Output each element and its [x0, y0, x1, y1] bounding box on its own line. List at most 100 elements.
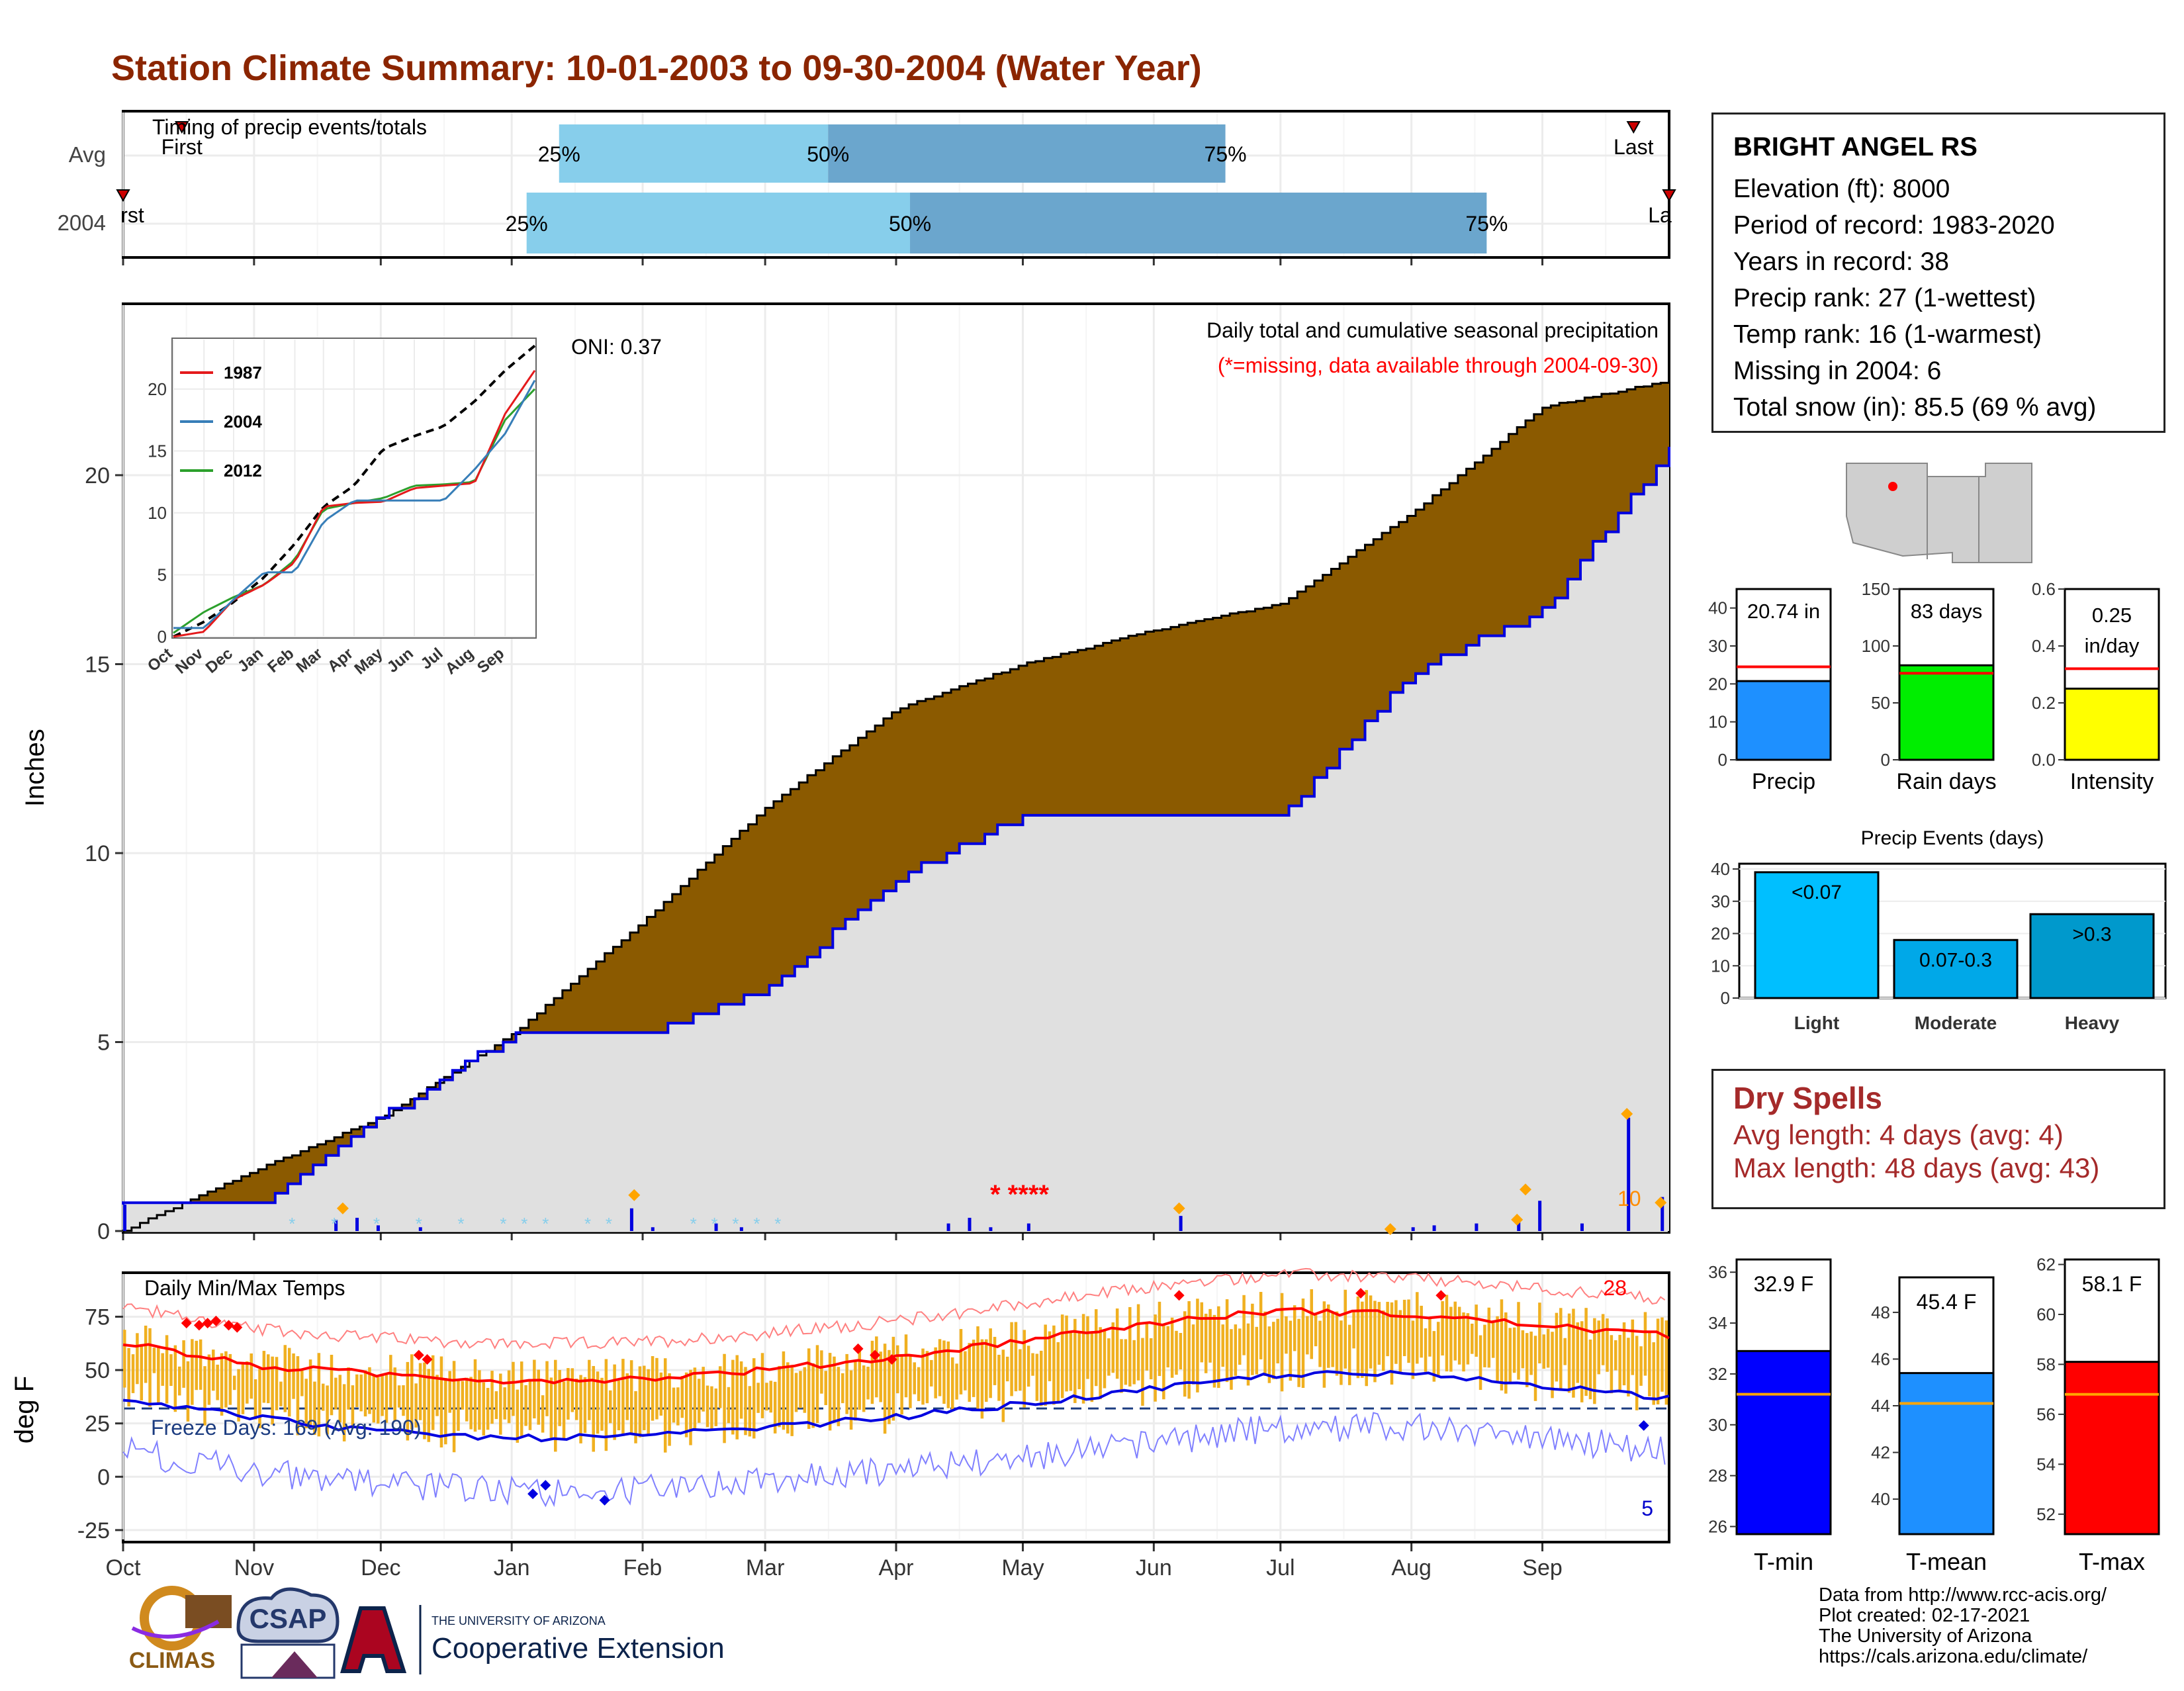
daily-temp-bar	[1314, 1314, 1318, 1347]
daily-temp-bar	[1340, 1320, 1343, 1385]
daily-temp-bar	[292, 1353, 295, 1399]
min-count-label: 5	[1641, 1496, 1653, 1520]
daily-temp-bar	[414, 1383, 418, 1428]
record-high-marker	[232, 1322, 243, 1333]
precip-panel: * * * * * * * * * * * * * * * Inches 0 5 10 15 20 ONI: 0.3…	[21, 302, 1670, 1244]
daily-temp-bar	[739, 1361, 743, 1419]
snow-day-marker: *	[774, 1214, 781, 1234]
daily-temp-bar	[397, 1385, 401, 1408]
record-high-marker	[181, 1318, 192, 1329]
record-low-marker	[527, 1488, 539, 1500]
daily-temp-bar	[723, 1353, 726, 1443]
station-missing: Missing in 2004: 6	[1733, 357, 1942, 385]
year-cumulative-line	[122, 447, 1670, 1205]
daily-temp-bar	[891, 1336, 895, 1421]
daily-temp-bar	[549, 1377, 553, 1438]
snow-day-marker: *	[331, 1214, 338, 1234]
daily-temp-bar	[347, 1367, 350, 1410]
daily-temp-bar	[592, 1365, 595, 1452]
temp-bar-tick-label: 54	[2036, 1454, 2056, 1474]
daily-temp-bar	[1040, 1350, 1043, 1406]
daily-temp-bar	[376, 1377, 380, 1424]
daily-temp-bar	[296, 1356, 300, 1436]
temp-bar-tick-label: 56	[2036, 1404, 2056, 1424]
daily-precip-bar	[989, 1227, 993, 1231]
temp-bar-tick-label: 52	[2036, 1504, 2056, 1524]
daily-temp-bar	[1306, 1316, 1309, 1355]
inset-y-tick-label: 10	[148, 503, 167, 523]
daily-temp-bar	[583, 1377, 587, 1434]
daily-temp-bar	[1310, 1289, 1313, 1359]
daily-temp-bar	[655, 1357, 659, 1420]
dry-spells-box: Dry Spells Avg length: 4 days (avg: 4) M…	[1711, 1069, 2165, 1209]
daily-temp-bar	[1356, 1296, 1360, 1379]
daily-temp-bar	[490, 1371, 494, 1424]
daily-temp-bar	[1402, 1299, 1406, 1357]
daily-temp-bar	[1567, 1313, 1571, 1393]
daily-temp-bar	[385, 1375, 388, 1423]
mini-bar-tick-label: 0	[1881, 750, 1890, 770]
snow-marker	[1655, 1197, 1667, 1209]
daily-temp-bar	[663, 1358, 667, 1453]
daily-temp-bar	[1069, 1332, 1073, 1391]
timing-bar-q1	[526, 193, 911, 253]
station-elevation: Elevation (ft): 8000	[1733, 175, 1950, 203]
record-high-marker	[1355, 1288, 1367, 1299]
snow-marker	[628, 1189, 641, 1201]
temp-bar-value	[1735, 1349, 1832, 1535]
daily-temp-bar	[617, 1381, 621, 1431]
y-tick-label: 0	[97, 1219, 110, 1244]
precip-ylabel: Inches	[21, 729, 50, 807]
daily-temp-bar	[439, 1356, 443, 1448]
daily-temp-bar	[638, 1366, 642, 1438]
daily-temp-bar	[461, 1381, 465, 1410]
first-event-label: rst	[120, 203, 144, 227]
daily-temp-bar	[351, 1385, 355, 1429]
daily-temp-bar	[304, 1379, 308, 1429]
record-high-marker	[193, 1320, 205, 1331]
daily-temp-bar	[165, 1335, 169, 1404]
daily-precip-bar	[376, 1225, 380, 1231]
daily-temp-bar	[1453, 1301, 1457, 1361]
temp-bar-tick-label: 36	[1708, 1262, 1727, 1282]
events-bar	[1754, 871, 1880, 999]
daily-temp-bar	[1090, 1331, 1094, 1402]
daily-temp-bar	[647, 1369, 650, 1436]
daily-temp-bar	[596, 1371, 600, 1434]
daily-precip-bar	[1517, 1219, 1521, 1231]
daily-temp-bar	[925, 1351, 929, 1404]
record-low-marker	[1638, 1420, 1649, 1431]
x-tick-label: Sep	[1522, 1555, 1563, 1580]
daily-temp-bar	[1347, 1324, 1351, 1385]
precip-legend-title: Daily total and cumulative seasonal prec…	[1206, 318, 1659, 342]
daily-temp-bar	[1512, 1327, 1516, 1373]
daily-temp-bar	[1005, 1356, 1009, 1382]
daily-temp-bar	[1398, 1310, 1402, 1372]
daily-precip-bar	[1432, 1225, 1436, 1231]
daily-temp-bar	[1128, 1306, 1132, 1387]
daily-temp-bar	[600, 1377, 604, 1431]
snow-day-marker: *	[753, 1214, 760, 1234]
daily-temp-bar	[748, 1386, 752, 1437]
record-low-marker	[540, 1480, 551, 1491]
daily-temp-bar	[1343, 1289, 1347, 1369]
daily-temp-bar	[1610, 1335, 1614, 1394]
daily-temp-bar	[651, 1356, 655, 1421]
daily-temp-bar	[1627, 1338, 1630, 1396]
daily-temp-bar	[1529, 1331, 1533, 1375]
temp-bar-tick-label: 44	[1871, 1396, 1890, 1416]
daily-temp-bar	[579, 1375, 582, 1443]
daily-temp-bar	[1272, 1322, 1275, 1379]
daily-temp-bar	[1390, 1302, 1394, 1385]
mini-bar-tick-label: 150	[1862, 579, 1890, 599]
daily-temp-bar	[161, 1353, 164, 1386]
credit-line: Plot created: 02-17-2021	[1819, 1605, 2030, 1626]
daily-temp-bar	[186, 1361, 190, 1422]
snow-day-marker: *	[416, 1214, 422, 1234]
timing-bar-q2	[828, 124, 1226, 183]
daily-temp-bar	[756, 1383, 760, 1413]
daily-temp-bar	[985, 1339, 988, 1402]
daily-temp-bar	[1242, 1295, 1246, 1355]
daily-temp-bar	[465, 1377, 469, 1422]
events-category-label: Heavy	[2065, 1013, 2120, 1033]
